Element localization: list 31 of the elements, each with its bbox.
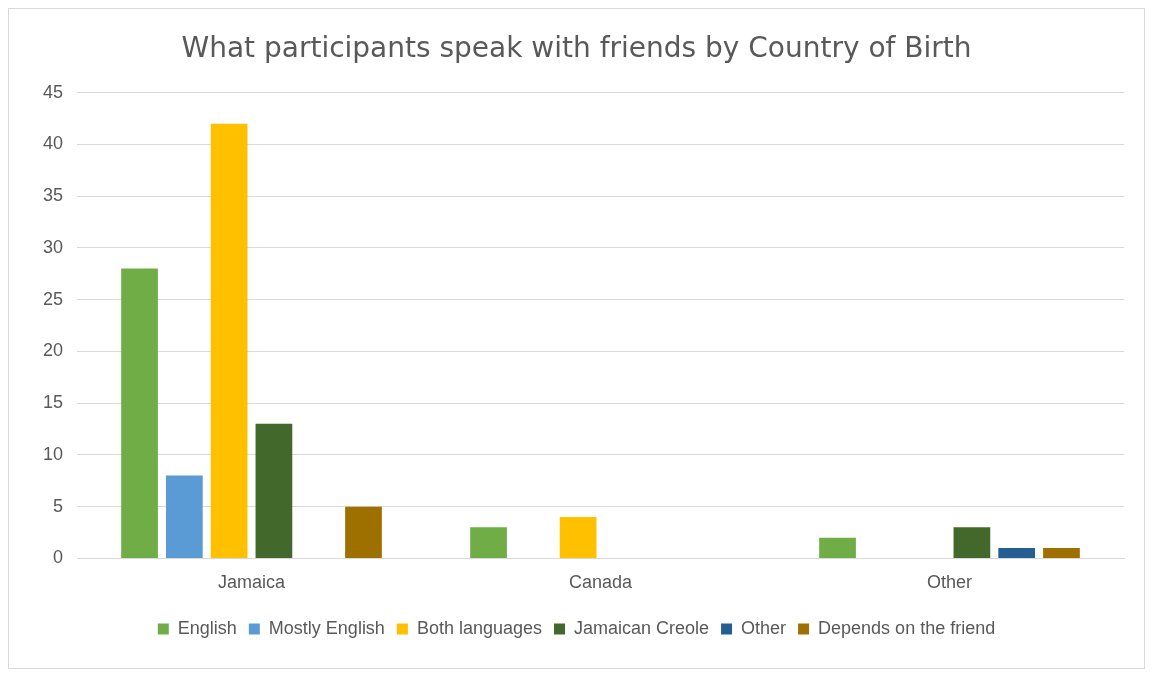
bar xyxy=(210,123,248,558)
y-tick-label: 35 xyxy=(42,185,64,206)
y-tick-label: 25 xyxy=(42,288,64,309)
legend-label: Jamaican Creole xyxy=(573,617,710,638)
bar xyxy=(345,506,382,558)
legend-label: Mostly English xyxy=(268,617,385,638)
bar xyxy=(121,268,158,558)
bar xyxy=(470,527,507,558)
x-tick-label: Jamaica xyxy=(218,572,287,593)
y-tick-label: 10 xyxy=(42,443,64,464)
legend-label: Both languages xyxy=(416,617,542,638)
bar xyxy=(559,517,597,558)
y-tick-label: 20 xyxy=(42,340,64,361)
bar xyxy=(255,423,293,558)
y-tick-label: 15 xyxy=(42,392,64,413)
bar xyxy=(998,548,1036,558)
y-tick-label: 45 xyxy=(42,81,64,102)
bar xyxy=(165,475,203,558)
bar xyxy=(953,527,991,558)
legend-label: English xyxy=(177,617,237,638)
bar xyxy=(1043,548,1080,558)
y-tick-label: 5 xyxy=(53,495,64,516)
y-tick-label: 0 xyxy=(53,547,64,568)
y-tick-label: 30 xyxy=(42,236,64,257)
x-tick-label: Other xyxy=(926,572,973,593)
x-tick-label: Canada xyxy=(568,572,634,593)
legend-label: Other xyxy=(741,617,787,638)
bar xyxy=(819,537,856,558)
legend-label: Depends on the friend xyxy=(818,617,996,638)
chart-title: What participants speak with friends by Country of Birth xyxy=(181,31,972,65)
y-tick-label: 40 xyxy=(42,133,64,154)
